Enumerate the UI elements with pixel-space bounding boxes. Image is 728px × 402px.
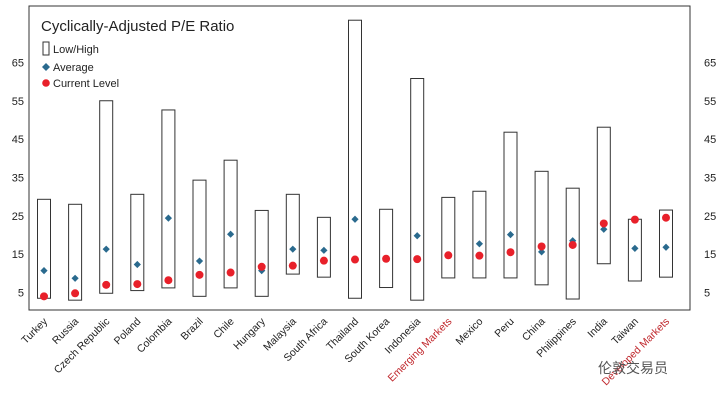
- y-tick-label-right: 35: [704, 172, 716, 184]
- current-marker: [630, 215, 639, 224]
- current-marker: [382, 254, 391, 263]
- category-label: Brazil: [179, 316, 206, 343]
- average-marker: [351, 215, 359, 223]
- range-box: [659, 209, 673, 278]
- average-marker: [195, 257, 204, 265]
- category-label: Czech Republic: [52, 316, 112, 376]
- current-marker: [226, 268, 235, 277]
- average-marker: [71, 274, 79, 282]
- legend-current-level: Current Level: [53, 78, 119, 90]
- y-tick-label-right: 5: [704, 288, 710, 300]
- current-marker: [102, 280, 111, 289]
- current-marker: [568, 240, 577, 249]
- category-label: Turkey: [19, 315, 50, 346]
- y-tick-label-left: 65: [12, 57, 24, 69]
- y-tick-label-right: 55: [704, 96, 716, 108]
- legend-low-high: Low/High: [53, 44, 99, 56]
- legend-box-swatch: [42, 41, 50, 56]
- category-label: China: [520, 316, 548, 344]
- y-tick-label-right: 25: [704, 211, 716, 223]
- range-box: [472, 190, 487, 279]
- y-tick-label-left: 55: [12, 96, 24, 108]
- average-marker: [600, 225, 608, 233]
- category-label: Peru: [492, 316, 516, 340]
- range-box: [192, 179, 207, 297]
- watermark-text: 伦敦交易员: [598, 361, 668, 377]
- average-marker: [662, 243, 670, 251]
- y-tick-label-left: 25: [12, 211, 24, 223]
- current-marker: [164, 276, 173, 285]
- average-marker: [227, 230, 235, 238]
- y-axis-right: 5 15 25 35 45 55 65: [704, 57, 716, 299]
- range-box: [410, 78, 425, 301]
- y-tick-label-right: 65: [704, 57, 716, 69]
- current-marker: [599, 219, 608, 228]
- range-box: [534, 170, 549, 286]
- average-marker: [475, 240, 483, 248]
- range-box: [503, 131, 518, 279]
- average-marker: [40, 267, 48, 275]
- current-marker: [413, 255, 422, 264]
- range-box: [223, 159, 238, 289]
- current-marker: [257, 262, 266, 271]
- average-marker: [631, 244, 639, 252]
- average-marker: [164, 214, 172, 222]
- range-box: [379, 208, 394, 289]
- average-marker: [133, 260, 141, 269]
- chart-title: Cyclically-Adjusted P/E Ratio: [41, 18, 234, 35]
- range-box: [99, 100, 114, 294]
- average-marker: [413, 232, 421, 240]
- current-marker: [506, 248, 515, 257]
- category-label: Chile: [211, 316, 237, 342]
- range-box: [565, 187, 580, 300]
- current-markers: [40, 213, 670, 301]
- current-marker: [351, 255, 359, 264]
- range-boxes: [37, 19, 673, 301]
- y-axis-left: 5 15 25 35 45 55 65: [12, 57, 24, 299]
- current-marker: [195, 270, 204, 279]
- current-marker: [475, 251, 484, 260]
- range-box: [68, 203, 83, 301]
- current-marker: [71, 289, 80, 298]
- category-label: Mexico: [454, 316, 486, 348]
- current-marker: [40, 292, 48, 301]
- range-box: [441, 196, 456, 279]
- y-tick-label-left: 15: [12, 249, 24, 261]
- current-marker: [662, 213, 670, 222]
- legend: Low/High Average Current Level: [42, 41, 119, 90]
- average-marker: [506, 230, 515, 239]
- range-box: [161, 109, 176, 289]
- category-label: India: [585, 316, 610, 341]
- average-marker: [320, 246, 328, 254]
- range-box: [316, 216, 331, 278]
- y-tick-label-left: 5: [18, 288, 24, 300]
- current-marker: [133, 280, 142, 289]
- y-tick-label-right: 45: [704, 134, 716, 146]
- current-marker: [288, 261, 297, 270]
- average-marker: [102, 245, 110, 253]
- y-tick-label-left: 45: [12, 134, 24, 146]
- legend-diamond-swatch: [42, 63, 50, 71]
- range-box: [130, 193, 145, 292]
- y-tick-label-left: 35: [12, 172, 24, 184]
- current-marker: [444, 251, 453, 260]
- average-marker: [289, 245, 297, 253]
- range-box: [596, 126, 611, 265]
- current-marker: [537, 242, 546, 251]
- plot-area: [28, 5, 691, 311]
- current-marker: [319, 256, 328, 265]
- legend-circle-swatch: [42, 79, 50, 87]
- legend-average: Average: [53, 62, 94, 74]
- range-box: [254, 209, 269, 297]
- range-box: [285, 193, 300, 275]
- range-box: [348, 19, 362, 299]
- y-tick-label-right: 15: [704, 249, 716, 261]
